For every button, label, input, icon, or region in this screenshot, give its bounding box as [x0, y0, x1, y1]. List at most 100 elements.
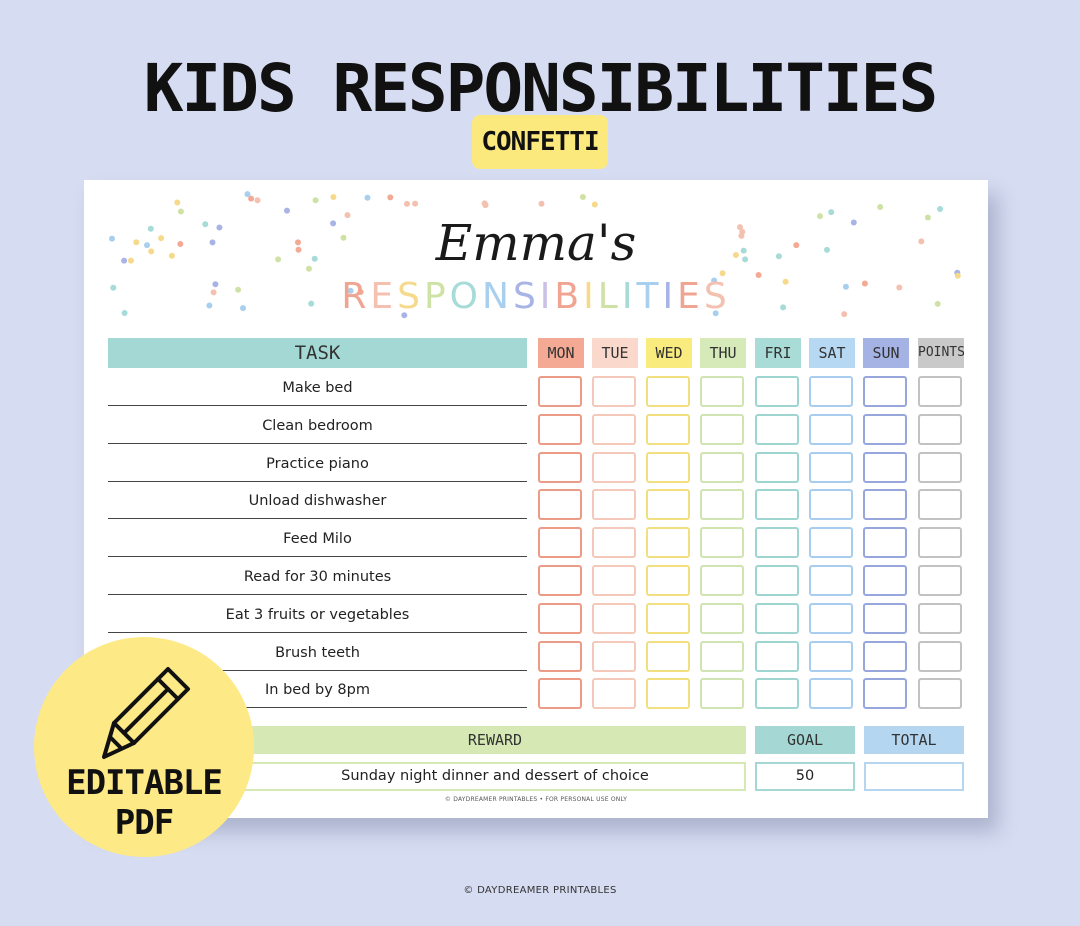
- heading-letter: L: [597, 276, 622, 317]
- check-box-thu[interactable]: [700, 376, 744, 407]
- check-box-sun[interactable]: [863, 678, 907, 710]
- check-box-fri[interactable]: [755, 451, 799, 483]
- check-box-points[interactable]: [918, 451, 962, 483]
- check-box-points[interactable]: [918, 678, 962, 710]
- confetti-dot: [387, 194, 394, 201]
- check-box-wed[interactable]: [646, 678, 690, 710]
- check-box-thu[interactable]: [700, 565, 744, 596]
- check-box-points[interactable]: [918, 565, 962, 596]
- check-box-wed[interactable]: [646, 527, 690, 559]
- confetti-dot: [311, 255, 318, 262]
- check-box-fri[interactable]: [755, 376, 799, 407]
- check-box-mon[interactable]: [538, 413, 582, 445]
- goal-field[interactable]: 50: [755, 762, 855, 791]
- confetti-dot: [538, 200, 545, 207]
- heading-letter: B: [554, 276, 584, 317]
- check-box-fri[interactable]: [755, 527, 799, 559]
- confetti-dot: [147, 225, 154, 232]
- check-box-sat[interactable]: [809, 489, 853, 521]
- chart-sheet: Emma's RESPONSIBILITIES TASK MON TUE WED TH…: [84, 180, 988, 818]
- check-box-sat[interactable]: [809, 451, 853, 483]
- check-box-tue[interactable]: [592, 602, 636, 634]
- check-box-thu[interactable]: [700, 489, 744, 521]
- check-box-mon[interactable]: [538, 489, 582, 521]
- check-box-sun[interactable]: [863, 602, 907, 634]
- check-box-sun[interactable]: [863, 640, 907, 672]
- check-box-tue[interactable]: [592, 376, 636, 407]
- check-box-points[interactable]: [918, 527, 962, 559]
- task-label: Eat 3 fruits or vegetables: [108, 595, 527, 633]
- check-box-wed[interactable]: [646, 565, 690, 596]
- reward-field[interactable]: Sunday night dinner and dessert of choic…: [244, 762, 746, 791]
- check-box-mon[interactable]: [538, 527, 582, 559]
- check-box-fri[interactable]: [755, 489, 799, 521]
- check-box-wed[interactable]: [646, 376, 690, 407]
- check-box-sun[interactable]: [863, 451, 907, 483]
- check-box-thu[interactable]: [700, 678, 744, 710]
- confetti-dot: [739, 228, 746, 235]
- confetti-dot: [780, 304, 787, 311]
- day-header-fri: FRI: [755, 338, 801, 368]
- task-label: Unload dishwasher: [108, 481, 527, 520]
- confetti-dot: [842, 283, 849, 290]
- check-box-tue[interactable]: [592, 678, 636, 710]
- confetti-dot: [308, 300, 315, 307]
- check-box-wed[interactable]: [646, 413, 690, 445]
- day-header-wed: WED: [646, 338, 692, 368]
- check-box-tue[interactable]: [592, 451, 636, 483]
- check-box-mon[interactable]: [538, 678, 582, 710]
- check-box-sat[interactable]: [809, 678, 853, 710]
- check-box-wed[interactable]: [646, 602, 690, 634]
- check-box-points[interactable]: [918, 640, 962, 672]
- total-field[interactable]: [864, 762, 964, 791]
- check-box-fri[interactable]: [755, 602, 799, 634]
- check-box-points[interactable]: [918, 376, 962, 407]
- check-box-tue[interactable]: [592, 640, 636, 672]
- check-box-sun[interactable]: [863, 489, 907, 521]
- confetti-dot: [209, 239, 216, 246]
- check-box-sun[interactable]: [863, 413, 907, 445]
- check-box-sun[interactable]: [863, 565, 907, 596]
- check-box-tue[interactable]: [592, 527, 636, 559]
- check-box-sat[interactable]: [809, 640, 853, 672]
- check-box-mon[interactable]: [538, 602, 582, 634]
- check-box-points[interactable]: [918, 602, 962, 634]
- task-label: Clean bedroom: [108, 406, 527, 444]
- confetti-dot: [404, 200, 410, 207]
- check-box-mon[interactable]: [538, 565, 582, 596]
- check-box-fri[interactable]: [755, 678, 799, 710]
- check-box-wed[interactable]: [646, 489, 690, 521]
- check-box-fri[interactable]: [755, 640, 799, 672]
- confetti-dot: [850, 219, 857, 226]
- check-box-fri[interactable]: [755, 565, 799, 596]
- check-box-tue[interactable]: [592, 565, 636, 596]
- check-box-thu[interactable]: [700, 527, 744, 559]
- check-box-sat[interactable]: [809, 376, 853, 407]
- confetti-dot: [347, 287, 354, 294]
- check-box-wed[interactable]: [646, 451, 690, 483]
- confetti-dot: [109, 235, 115, 242]
- check-box-mon[interactable]: [538, 376, 582, 407]
- check-box-thu[interactable]: [700, 640, 744, 672]
- check-box-sat[interactable]: [809, 527, 853, 559]
- task-label: Read for 30 minutes: [108, 557, 527, 595]
- check-box-sat[interactable]: [809, 602, 853, 634]
- check-box-mon[interactable]: [538, 640, 582, 672]
- check-box-tue[interactable]: [592, 413, 636, 445]
- confetti-dot: [364, 194, 371, 201]
- check-box-sun[interactable]: [863, 527, 907, 559]
- check-box-thu[interactable]: [700, 451, 744, 483]
- check-box-thu[interactable]: [700, 413, 744, 445]
- confetti-dot: [782, 278, 789, 285]
- check-box-points[interactable]: [918, 489, 962, 521]
- check-box-tue[interactable]: [592, 489, 636, 521]
- check-box-points[interactable]: [918, 413, 962, 445]
- check-box-sun[interactable]: [863, 376, 907, 407]
- check-box-wed[interactable]: [646, 640, 690, 672]
- check-box-sat[interactable]: [809, 565, 853, 596]
- check-box-sat[interactable]: [809, 413, 853, 445]
- confetti-dot: [775, 253, 782, 260]
- check-box-mon[interactable]: [538, 451, 582, 483]
- check-box-thu[interactable]: [700, 602, 744, 634]
- check-box-fri[interactable]: [755, 413, 799, 445]
